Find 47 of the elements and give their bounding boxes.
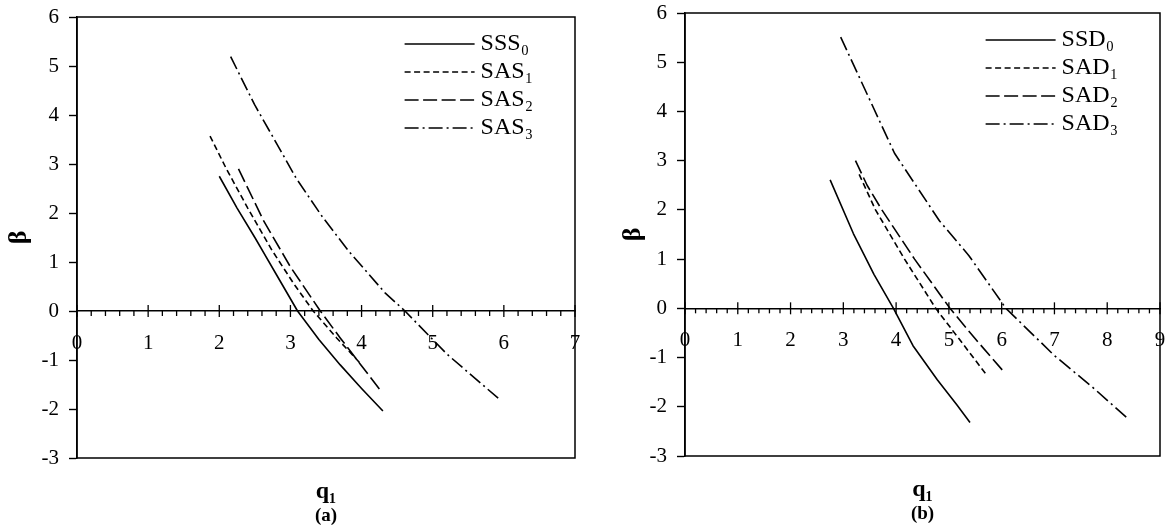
x-tick-label: 8	[1101, 327, 1113, 352]
y-tick-label: 5	[656, 48, 667, 73]
x-tick-label: 5	[943, 327, 955, 352]
x-tick-label: 3	[838, 327, 849, 352]
x-tick-label: 1	[732, 327, 744, 352]
y-tick-label: 0	[48, 297, 59, 322]
y-tick-label: -1	[649, 344, 667, 369]
legend-label: SAS₂	[480, 85, 534, 112]
x-axis-title: q₁	[315, 477, 337, 504]
y-axis-title: β	[3, 230, 33, 245]
x-axis-title: q₁	[912, 475, 933, 502]
y-tick-label: -3	[649, 442, 667, 467]
legend-label: SAS₁	[480, 57, 534, 84]
x-tick-label: 2	[214, 330, 225, 355]
y-tick-label: -3	[41, 444, 59, 469]
y-tick-label: 6	[656, 0, 667, 24]
text: (b)	[910, 501, 935, 524]
y-tick-label: 4	[656, 97, 668, 122]
x-tick-label: 3	[285, 330, 296, 355]
legend-label: SSS₀	[480, 29, 530, 56]
x-tick-label: 7	[1049, 327, 1060, 352]
y-tick-label: 5	[48, 52, 59, 77]
text: (a)	[314, 503, 338, 526]
x-tick-label: 2	[785, 327, 796, 352]
y-tick-label: 3	[656, 147, 667, 172]
x-tick-label: 4	[890, 327, 902, 352]
legend-label: SAD₃	[1061, 109, 1119, 136]
x-tick-label: 4	[356, 330, 368, 355]
legend-label: SSD₀	[1061, 25, 1115, 52]
y-tick-label: 1	[656, 245, 667, 270]
y-tick-label: -2	[41, 395, 59, 420]
y-tick-label: 4	[48, 101, 60, 126]
y-axis-title: β	[617, 227, 647, 242]
y-tick-label: -1	[41, 346, 59, 371]
legend-label: SAS₃	[480, 113, 534, 140]
y-tick-label: -2	[649, 393, 667, 418]
legend-label: SAD₂	[1061, 81, 1119, 108]
y-tick-label: 6	[48, 3, 59, 28]
x-tick-label: 1	[142, 330, 154, 355]
y-tick-label: 3	[48, 150, 59, 175]
y-tick-label: 2	[656, 196, 667, 221]
legend-label: SAD₁	[1061, 53, 1119, 80]
y-tick-label: 0	[656, 294, 667, 319]
y-tick-label: 1	[48, 248, 59, 273]
x-tick-label: 6	[498, 330, 510, 355]
y-tick-label: 2	[48, 199, 59, 224]
x-tick-label: 6	[996, 327, 1007, 352]
